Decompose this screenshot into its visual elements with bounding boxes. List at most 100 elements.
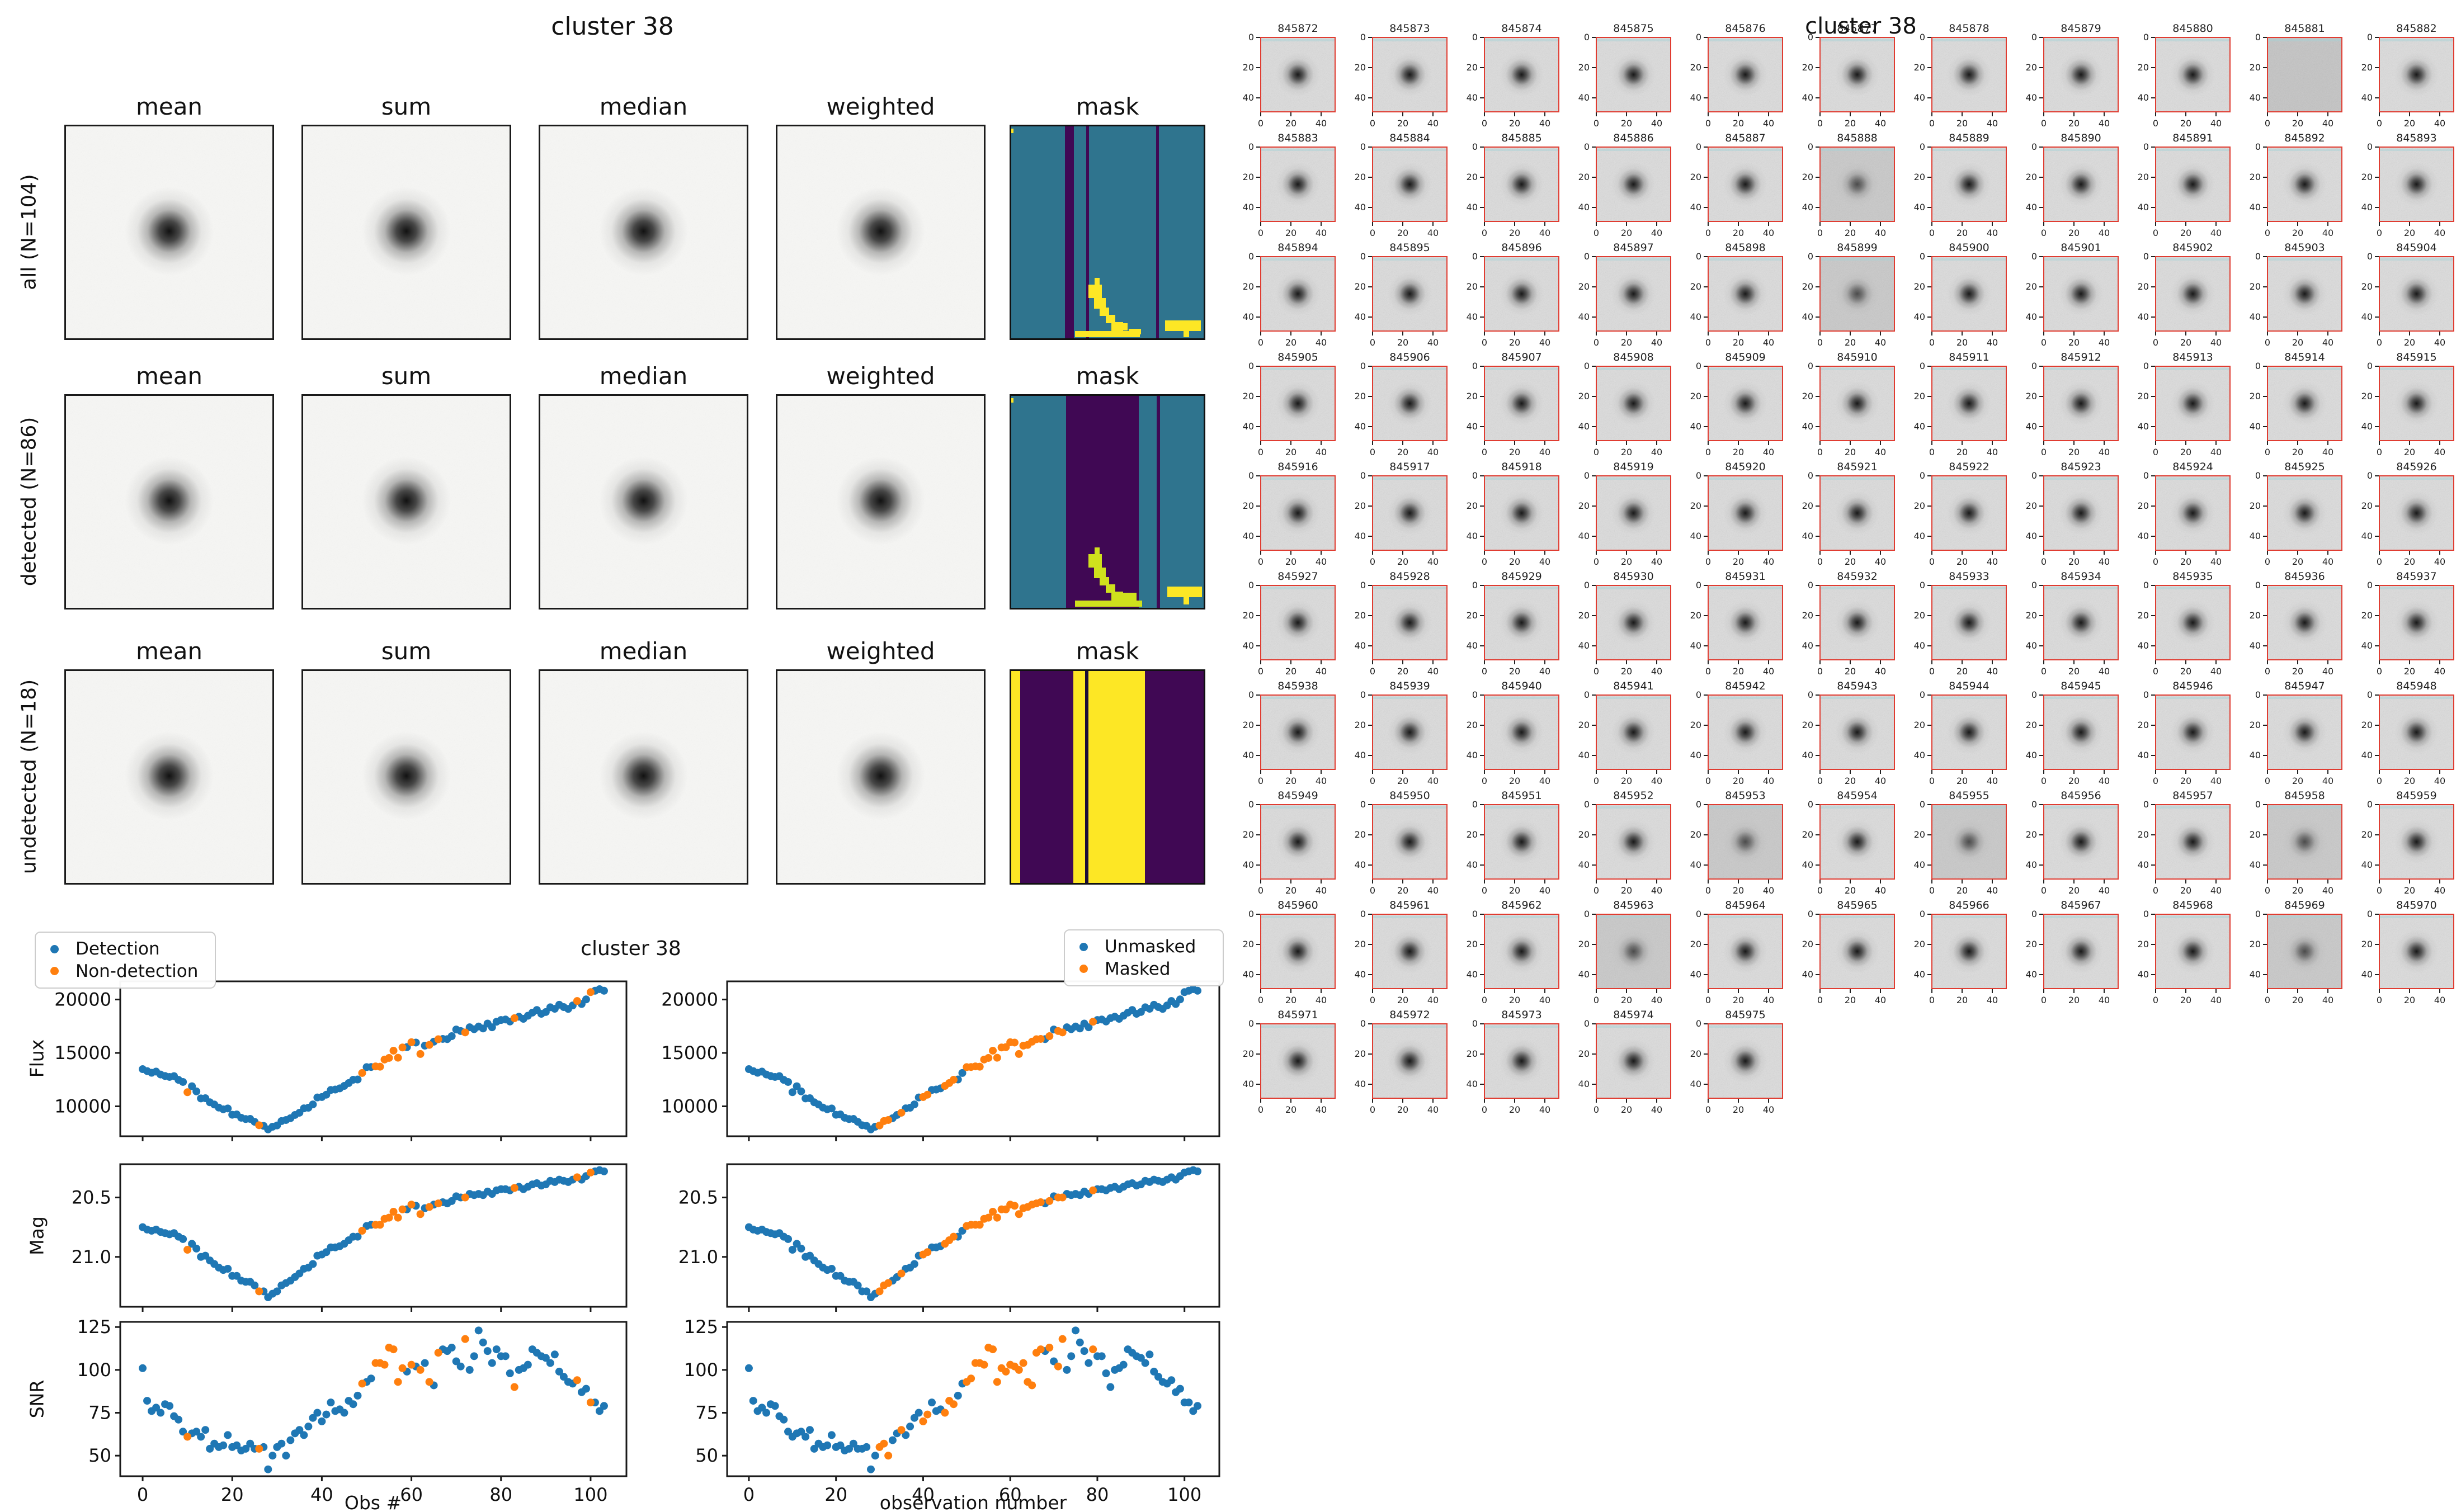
xtick-label: 40 [2098, 995, 2110, 1005]
ytick-label: 40 [1690, 421, 1701, 432]
star-blob [1274, 160, 1322, 209]
ytick-label: 40 [1466, 531, 1478, 541]
ytick-mark [1256, 1023, 1260, 1024]
scatter-point [1058, 1028, 1067, 1037]
scatter-point [192, 1087, 201, 1095]
xtick-mark [1402, 112, 1403, 116]
xtick-mark [1626, 989, 1627, 993]
star-blob [1721, 379, 1770, 428]
ytick-label: 0 [1583, 251, 1590, 262]
xtick-mark [1738, 880, 1739, 883]
ytick-label: 20 [1690, 391, 1701, 401]
stamp-label: 845909 [1725, 351, 1766, 363]
scatter-point [958, 1069, 967, 1077]
scatter-point [1085, 1359, 1093, 1367]
ytick-mark [2375, 316, 2379, 318]
ytick-mark [1704, 207, 1708, 208]
xtick-mark [2043, 660, 2044, 664]
xtick-label: 0 [1929, 885, 1935, 896]
xtick-label: 0 [1257, 118, 1264, 129]
xtick-mark [2215, 551, 2217, 555]
xtick-label: 20 [1732, 1104, 1745, 1115]
scatter-point [398, 1043, 407, 1052]
coadd-stamp-median [539, 394, 748, 609]
xtick-label: 20 [1732, 337, 1745, 348]
ytick-label: 20 [2249, 500, 2261, 511]
xtick-label: 0 [1369, 1104, 1376, 1115]
stamp-image [1596, 366, 1671, 441]
ytick-label: 20 [2137, 829, 2149, 840]
xtick-label: 0 [137, 1484, 148, 1505]
stamp-image [2267, 914, 2342, 989]
star-blob [2392, 927, 2441, 976]
mask-stamp [1010, 669, 1205, 885]
ytick-label: 0 [2031, 251, 2037, 262]
ytick-label: 0 [2031, 909, 2037, 919]
ytick-mark [1592, 67, 1596, 68]
star-blob [1833, 50, 1882, 99]
xtick-mark [1484, 660, 1485, 664]
ytick-mark [2039, 585, 2043, 586]
xtick-label: 20 [1844, 228, 1856, 238]
stamp-image [1708, 37, 1783, 112]
ytick-mark [2263, 536, 2267, 537]
ytick-mark [1256, 864, 1260, 866]
xtick-label: 40 [1874, 885, 1887, 896]
xtick-mark [2379, 660, 2380, 664]
xtick-mark [2267, 551, 2268, 555]
xtick-label: 20 [1285, 885, 1297, 896]
ytick-mark [2375, 615, 2379, 616]
stamp-image [1708, 475, 1783, 551]
stamp-image [2379, 366, 2454, 441]
xtick-label: 20 [2292, 666, 2304, 677]
xtick-mark [1372, 332, 1373, 336]
star-blob [1945, 489, 1993, 537]
xtick-label: 0 [2040, 995, 2047, 1005]
star-blob [2057, 379, 2105, 428]
xtick-label: 20 [2180, 776, 2192, 786]
xtick-label: 0 [2376, 556, 2383, 567]
xtick-mark [1372, 989, 1373, 993]
ytick-label: 40 [2137, 92, 2149, 103]
stamp-image [1372, 37, 1448, 112]
xtick-mark [2267, 332, 2268, 336]
scatter-point [586, 1168, 595, 1176]
xtick-label: 40 [1427, 1104, 1439, 1115]
scatter-point [349, 1400, 357, 1409]
ytick-label: 20 [1466, 281, 1478, 292]
column-header-weighted: weighted [826, 637, 935, 665]
star-blob [1274, 489, 1322, 537]
ytick-mark [2151, 585, 2155, 586]
stamp-label: 845961 [1389, 899, 1430, 911]
xtick-mark [2043, 770, 2044, 774]
scatter-point [479, 1338, 487, 1346]
ytick-mark [2375, 37, 2379, 38]
scatter-point [461, 1028, 469, 1037]
scatter-point [967, 1374, 975, 1383]
xtick-mark [1372, 1099, 1373, 1103]
xtick-mark [1432, 770, 1434, 774]
ytick-mark [1704, 585, 1708, 586]
xtick-mark [1432, 112, 1434, 116]
xtick-mark [2439, 770, 2440, 774]
ytick-label: 40 [1242, 1079, 1254, 1089]
star-blob [1945, 818, 1993, 866]
ytick-mark [1256, 536, 1260, 537]
xtick-label: 0 [2376, 666, 2383, 677]
ytick-label: 20 [2025, 610, 2037, 621]
stamp-label: 845917 [1389, 461, 1430, 473]
ytick-label: 40 [2025, 202, 2037, 212]
scatter-point [318, 1417, 326, 1425]
mask-stamp [1010, 394, 1205, 609]
xtick-mark [1850, 441, 1851, 445]
xtick-label: 40 [1427, 666, 1439, 677]
ytick-mark [2263, 366, 2267, 367]
ytick-label: 20 [1354, 172, 1366, 182]
stamp-image [2267, 147, 2342, 222]
ytick-label: 40 [2025, 859, 2037, 870]
stamp-grid-suptitle: cluster 38 [1805, 13, 1917, 39]
xtick-label: 0 [1705, 118, 1712, 129]
ytick-mark [1592, 914, 1596, 915]
ytick-mark [2039, 834, 2043, 835]
ytick-mark [1480, 475, 1484, 476]
